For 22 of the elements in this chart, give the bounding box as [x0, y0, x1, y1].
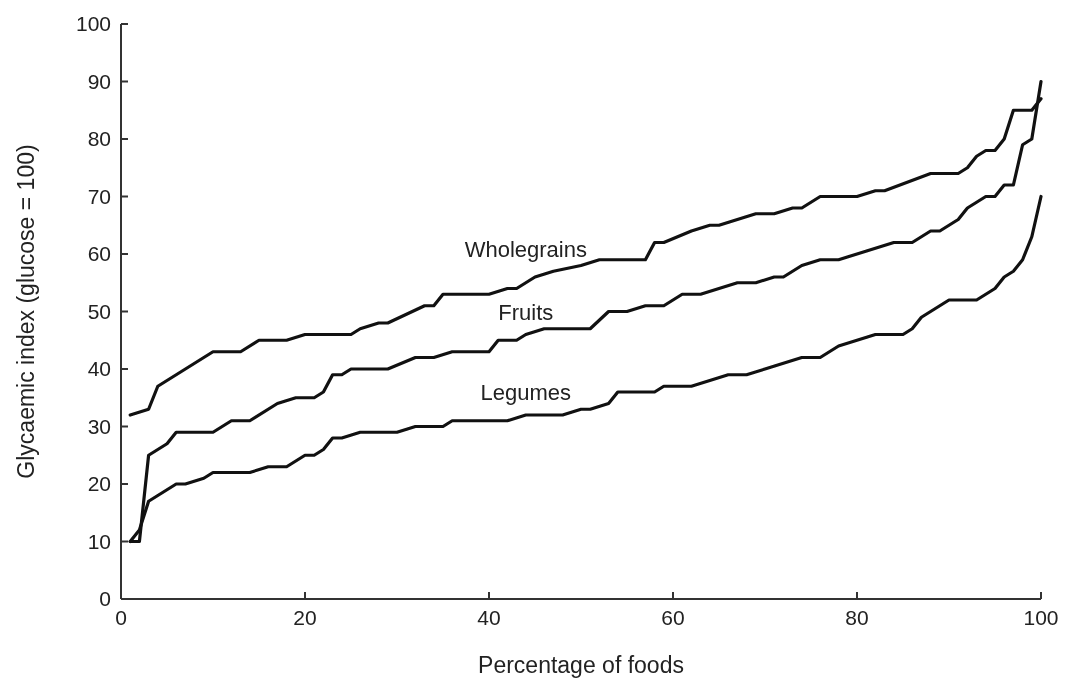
- y-tick-label: 40: [87, 357, 111, 381]
- series-label: Legumes: [480, 380, 572, 406]
- x-axis-title: Percentage of foods: [478, 652, 684, 678]
- y-tick-label: 50: [87, 299, 111, 323]
- x-tick-label: 100: [1023, 606, 1059, 629]
- y-tick-label: 30: [87, 414, 111, 438]
- series-label: Fruits: [498, 299, 554, 325]
- y-tick-label: 20: [87, 472, 111, 496]
- y-tick-label: 100: [75, 12, 111, 36]
- y-axis-title: Glycaemic index (glucose = 100): [13, 144, 39, 479]
- x-tick-label: 0: [115, 606, 127, 629]
- x-tick-label: 80: [845, 606, 869, 629]
- x-tick-label: 60: [661, 606, 685, 629]
- x-tick-label: 40: [477, 606, 501, 629]
- x-tick-label: 20: [293, 606, 317, 629]
- series-label: Wholegrains: [464, 236, 587, 262]
- y-tick-label: 90: [87, 69, 111, 93]
- y-tick-label: 60: [87, 242, 111, 266]
- y-tick-label: 10: [87, 529, 111, 553]
- y-tick-label: 0: [99, 587, 111, 611]
- y-tick-label: 80: [87, 127, 111, 151]
- y-tick-label: 70: [87, 184, 111, 208]
